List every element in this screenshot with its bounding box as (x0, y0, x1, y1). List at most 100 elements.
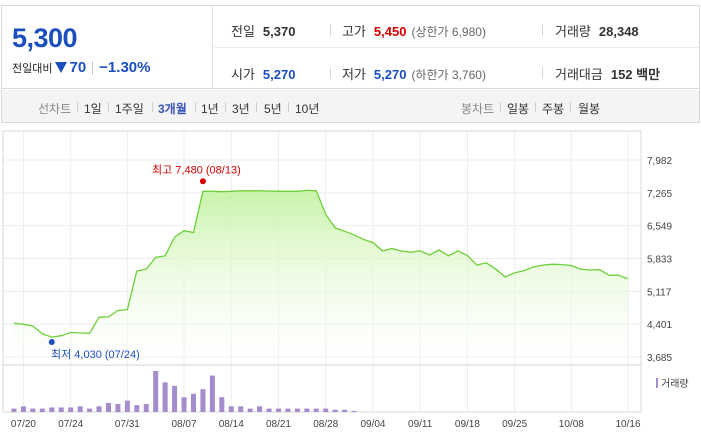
x-tick-label: 09/11 (408, 419, 433, 430)
period-3y-button[interactable]: 3년 (232, 102, 250, 116)
volume-bar (238, 406, 244, 412)
stat-divider (330, 67, 331, 79)
open-value: 5,270 (262, 67, 296, 82)
high-label: 고가 (342, 24, 366, 39)
x-tick-label: 10/16 (615, 419, 640, 430)
down-arrow-icon (55, 62, 68, 73)
period-divider (535, 102, 536, 112)
volume-value: 28,348 (598, 24, 639, 39)
volume-bar (304, 408, 310, 412)
y-tick-label: 6,549 (647, 222, 672, 233)
x-tick-label: 10/08 (559, 419, 584, 430)
period-divider (570, 102, 571, 112)
volume-bar (342, 409, 348, 412)
period-1y-button[interactable]: 1년 (201, 102, 219, 116)
high-stat: 고가 5,450 (상한가 6,980) (342, 21, 486, 40)
amount-label: 거래대금 (555, 67, 603, 82)
volume-bar (58, 407, 64, 412)
volume-bar (162, 382, 168, 412)
volume-bar (266, 408, 272, 412)
x-tick-label: 08/07 (172, 419, 197, 430)
x-tick-label: 09/25 (502, 419, 527, 430)
period-divider (152, 102, 153, 112)
x-tick-label: 08/28 (313, 419, 338, 430)
volume-bar (313, 408, 319, 412)
volume-legend-swatch (656, 378, 658, 388)
candle-monthly-button[interactable]: 월봉 (578, 102, 601, 116)
y-tick-label: 4,401 (647, 320, 672, 331)
volume-stat: 거래량 28,348 (555, 21, 639, 40)
volume-bar (247, 408, 253, 412)
volume-bar (115, 404, 121, 412)
volume-bar (77, 406, 83, 412)
plot-frame (2, 130, 642, 413)
x-tick-label: 07/20 (11, 419, 36, 430)
period-divider (256, 102, 257, 112)
period-3m-button[interactable]: 3개월 (158, 102, 187, 116)
volume-bar (96, 406, 102, 412)
volume-bar (153, 371, 159, 412)
period-divider (195, 102, 196, 112)
y-tick-label: 5,117 (647, 287, 672, 298)
open-stat: 시가 5,270 (231, 64, 295, 83)
volume-bar (30, 408, 36, 412)
prev-close-value: 5,370 (262, 24, 296, 39)
volume-bar (124, 400, 130, 412)
volume-bar (105, 402, 111, 412)
stat-divider (330, 24, 331, 36)
period-5y-button[interactable]: 5년 (264, 102, 282, 116)
volume-bar (209, 375, 215, 412)
candle-weekly-button[interactable]: 주봉 (542, 102, 565, 116)
volume-legend: 거래량 (661, 378, 689, 390)
lower-limit: (하한가 3,760) (411, 68, 486, 82)
period-divider (77, 102, 78, 112)
x-tick-label: 08/21 (266, 419, 291, 430)
open-label: 시가 (231, 67, 255, 82)
low-annotation: 최저 4,030 (07/24) (51, 348, 140, 361)
volume-bar (181, 397, 187, 412)
volume-bar (190, 393, 196, 412)
candle-daily-button[interactable]: 일봉 (507, 102, 530, 116)
volume-bar (219, 397, 225, 412)
amount-value: 152 백만 (610, 67, 661, 82)
high-marker (199, 178, 206, 185)
y-tick-label: 7,982 (647, 156, 672, 167)
line-chart-label: 선차트 (38, 102, 72, 116)
change-line: 전일대비 70 −1.30% (12, 59, 150, 76)
volume-bar (285, 408, 291, 412)
price-chart: 7,982 7,265 6,549 5,833 5,117 4,401 3,685 최고 7,… (2, 130, 689, 430)
row-divider (214, 47, 699, 48)
volume-bar (134, 405, 140, 412)
period-bar: 선차트 1일 1주일 3개월 1년 3년 5년 10년 봉차트 일봉 주봉 월봉 (1, 90, 700, 123)
period-divider (225, 102, 226, 112)
period-1w-button[interactable]: 1주일 (115, 102, 144, 116)
period-divider (108, 102, 109, 112)
volume-bar (143, 404, 149, 412)
high-value: 5,450 (373, 24, 407, 39)
period-divider (500, 102, 501, 112)
low-value: 5,270 (373, 67, 407, 82)
volume-bar (275, 408, 281, 412)
period-10y-button[interactable]: 10년 (295, 102, 320, 116)
change-percent: −1.30% (99, 59, 151, 76)
price-summary: 5,300 전일대비 70 −1.30% 전일 5,370 고가 5,450 (상한가… (1, 5, 700, 89)
amount-stat: 거래대금 152 백만 (555, 64, 660, 83)
upper-limit: (상한가 6,980) (411, 25, 486, 39)
change-value: 70 (69, 59, 87, 76)
current-price-box: 5,300 전일대비 70 −1.30% (2, 6, 213, 88)
volume-bar (49, 407, 55, 412)
low-label: 저가 (342, 67, 366, 82)
volume-bar (332, 409, 338, 412)
prev-close-stat: 전일 5,370 (231, 21, 295, 40)
low-stat: 저가 5,270 (하한가 3,760) (342, 64, 486, 83)
volume-bar (87, 408, 93, 412)
stat-divider (542, 67, 543, 79)
change-label: 전일대비 (12, 62, 53, 75)
y-tick-label: 7,265 (647, 189, 672, 200)
y-tick-label: 5,833 (647, 255, 672, 266)
volume-bar (39, 408, 45, 412)
volume-bar (172, 385, 178, 412)
period-divider (288, 102, 289, 112)
volume-bar (200, 389, 206, 412)
period-1d-button[interactable]: 1일 (84, 102, 102, 116)
